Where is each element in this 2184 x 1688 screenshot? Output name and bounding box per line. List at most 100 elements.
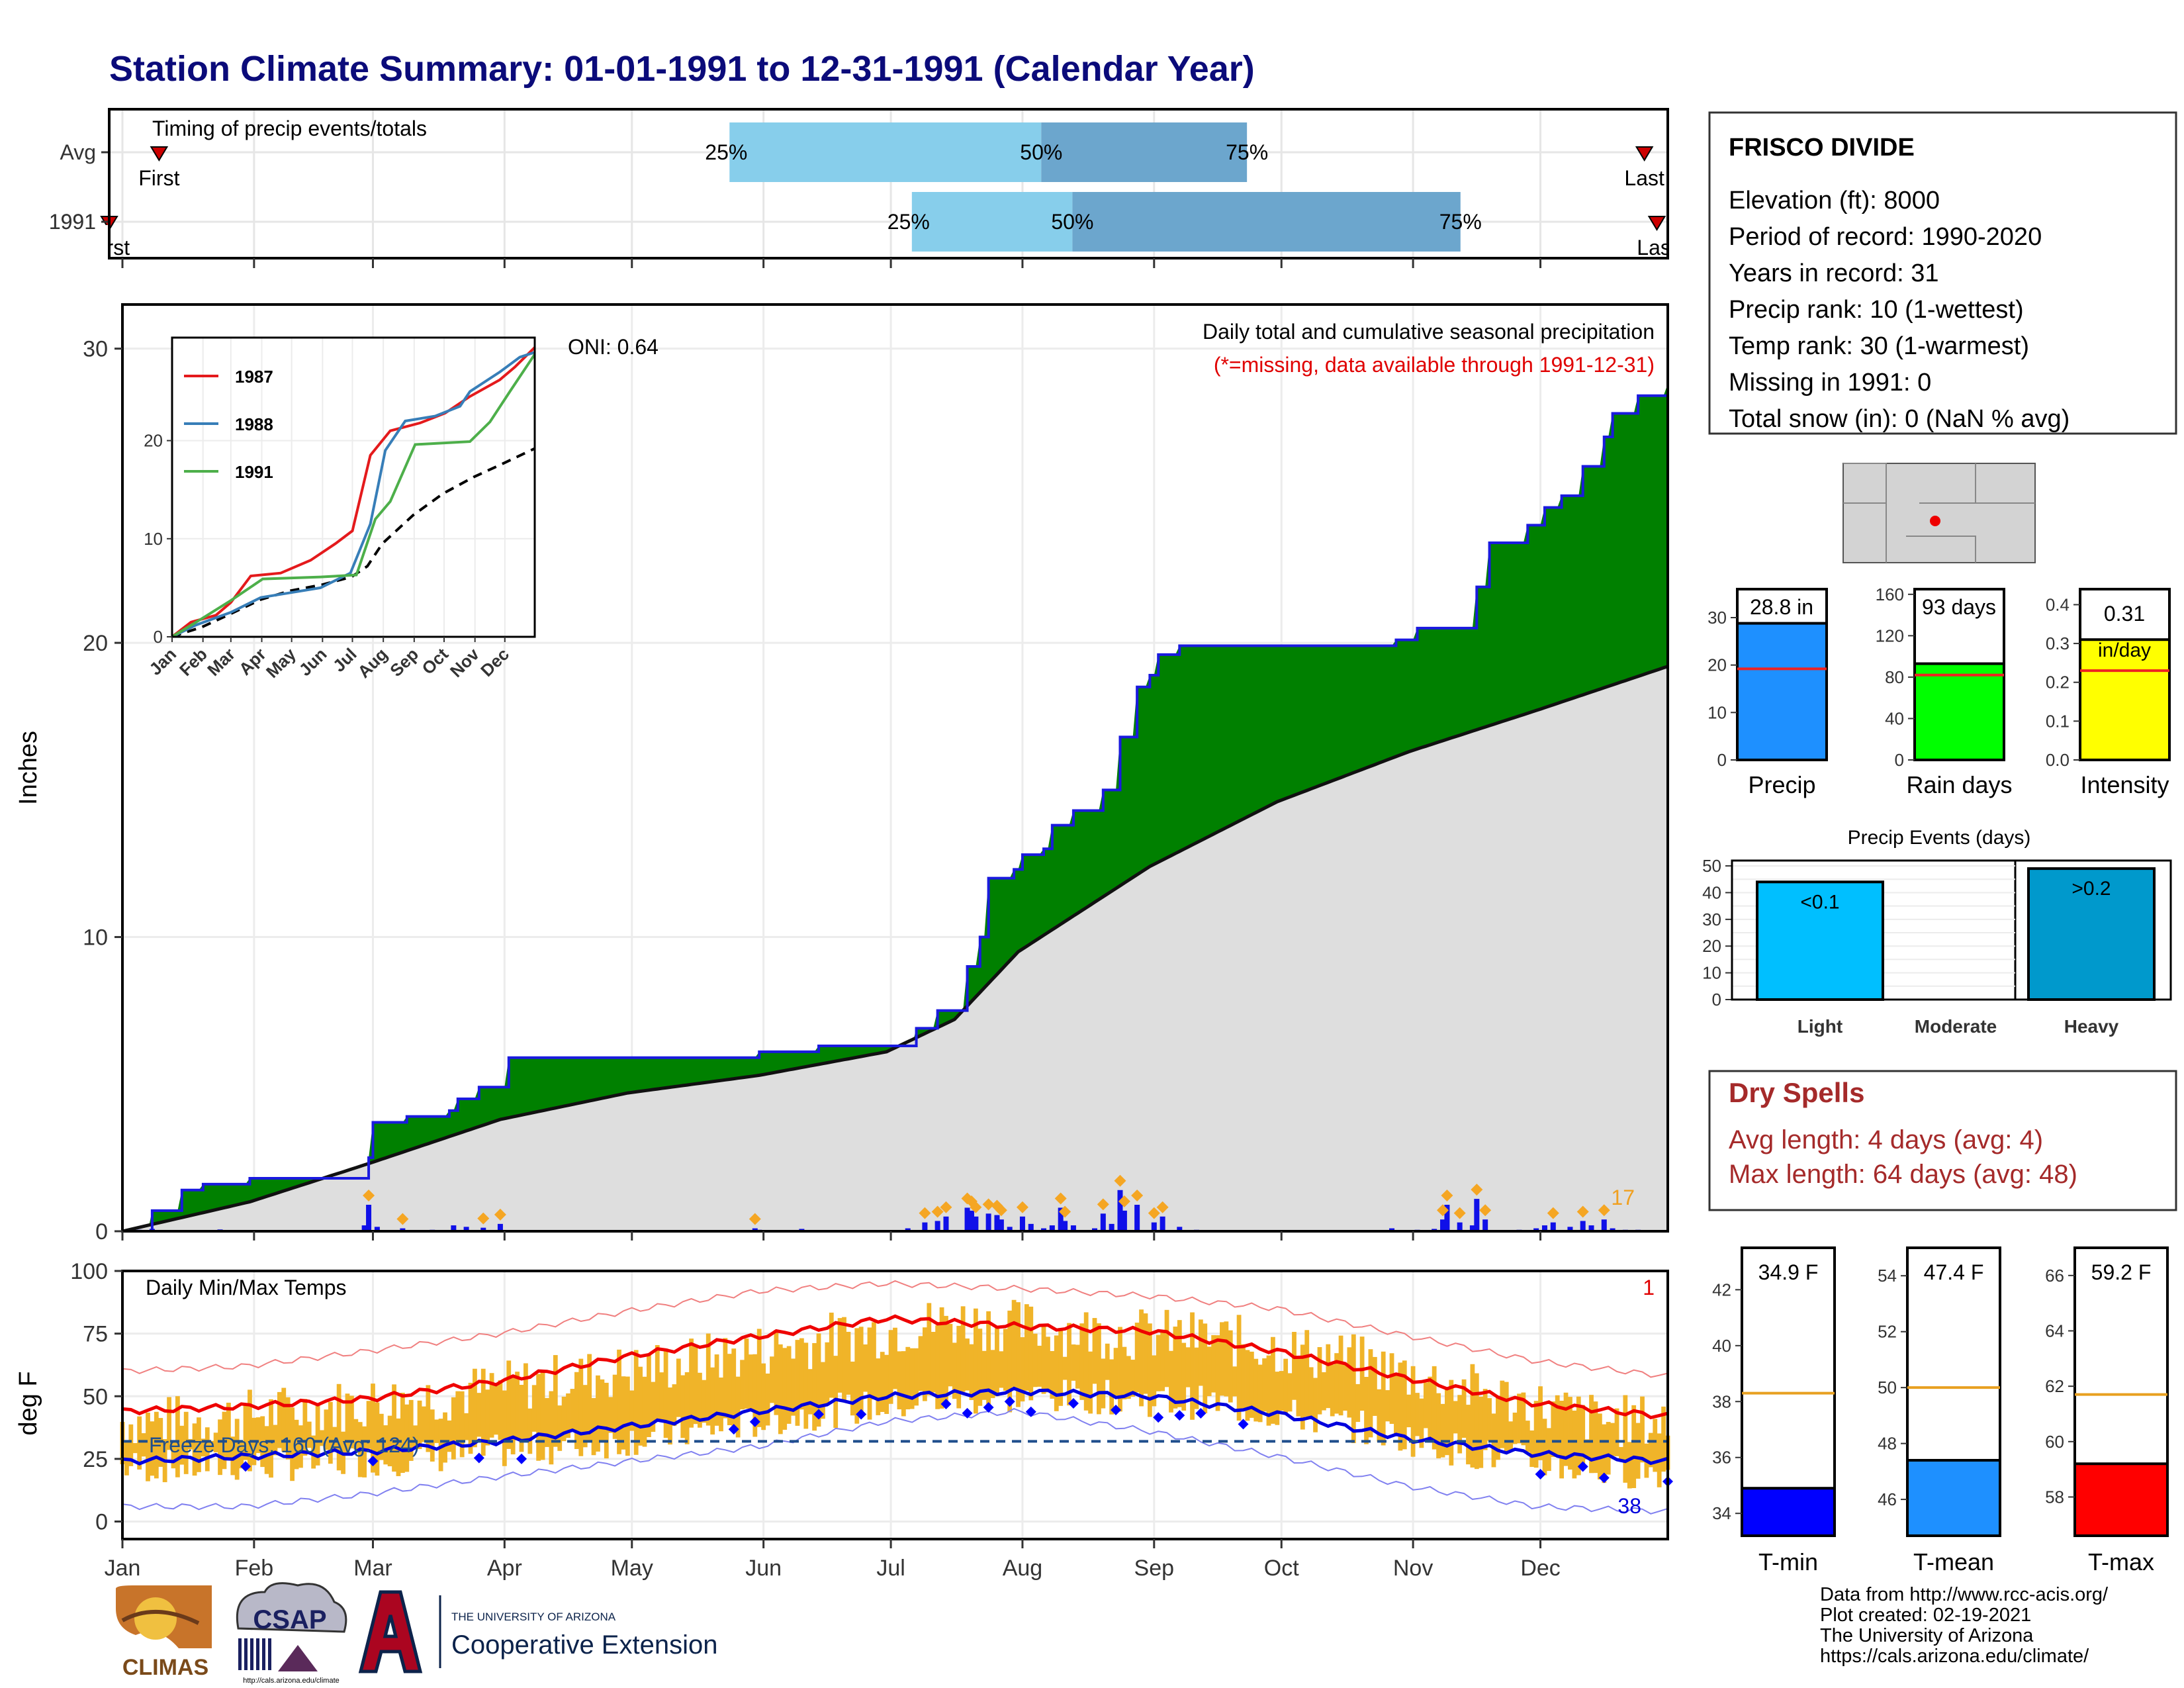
daily-temp-bar: [1381, 1351, 1386, 1446]
daily-temp-bar: [1164, 1309, 1169, 1387]
temp-summary-value-label: 59.2 F: [2091, 1260, 2152, 1284]
summary-bar-precip: [1736, 622, 1828, 761]
daily-precip-bar: [1121, 1210, 1127, 1231]
intensity-diamond: [1479, 1204, 1492, 1217]
daily-temp-bar: [1266, 1355, 1271, 1426]
freeze-days-label: Freeze Days: 160 (Avg: 124): [149, 1433, 420, 1457]
temp-summary-y-tick-label: 36: [1712, 1448, 1731, 1468]
daily-temp-bar: [1326, 1344, 1331, 1409]
daily-temp-bar: [1253, 1358, 1259, 1422]
inset-y-tick-label: 0: [154, 627, 163, 647]
daily-precip-bar: [1444, 1205, 1450, 1231]
record-low-diamond: [1153, 1412, 1164, 1423]
daily-temp-bar: [867, 1327, 872, 1420]
daily-temp-bar: [858, 1327, 864, 1413]
daily-temp-bar: [1300, 1344, 1305, 1430]
timing-row-name: Avg: [60, 140, 96, 164]
csap-logo-bar: [244, 1638, 248, 1670]
event-category-label: Moderate: [1915, 1016, 1997, 1037]
record-low-diamond: [1025, 1406, 1036, 1417]
daily-precip-bar: [922, 1222, 928, 1231]
daily-temp-bar: [756, 1329, 762, 1427]
daily-temp-bar: [1041, 1323, 1046, 1394]
daily-temp-bar: [897, 1351, 902, 1410]
daily-precip-bar: [1588, 1225, 1594, 1231]
temp-summary-y-tick-label: 38: [1712, 1391, 1731, 1411]
daily-temp-bar: [1568, 1397, 1572, 1470]
daily-temp-bar: [1092, 1318, 1097, 1384]
daily-temp-bar: [770, 1356, 774, 1403]
daily-temp-bar: [1584, 1439, 1590, 1460]
daily-temp-bar: [1304, 1330, 1310, 1417]
csap-logo-text: CSAP: [253, 1605, 326, 1634]
daily-temp-bar: [1181, 1342, 1187, 1411]
daily-temp-bar: [413, 1425, 418, 1449]
daily-temp-bar: [731, 1348, 737, 1430]
events-y-tick-label: 50: [1702, 856, 1721, 876]
daily-precip-bar: [361, 1225, 367, 1231]
daily-temp-bar: [1538, 1386, 1543, 1460]
daily-temp-bar: [269, 1399, 273, 1478]
daily-temp-bar: [1563, 1392, 1569, 1466]
daily-temp-bar: [489, 1373, 494, 1438]
timing-panel: Timing of precip events/totals 25% 50% 75% F…: [49, 106, 1709, 268]
daily-temp-bar: [705, 1333, 711, 1426]
daily-precip-bar: [905, 1228, 911, 1231]
record-low-diamond: [367, 1456, 379, 1467]
record-low-diamond: [1577, 1461, 1588, 1472]
daily-temp-bar: [154, 1411, 159, 1479]
daily-temp-bar: [689, 1338, 694, 1428]
temp-summary-value-label: 34.9 F: [1758, 1260, 1819, 1284]
daily-temp-bar: [281, 1387, 287, 1452]
climas-logo-sun: [134, 1597, 177, 1640]
summary-y-tick-label: 0.2: [2046, 673, 2070, 692]
daily-temp-bar: [774, 1330, 779, 1415]
daily-temp-bar: [825, 1342, 830, 1405]
daily-temp-bar: [1602, 1424, 1607, 1483]
daily-temp-bar: [1576, 1396, 1581, 1476]
daily-temp-bar: [1551, 1401, 1556, 1458]
station-info-line: Elevation (ft): 8000: [1729, 187, 1940, 214]
events-y-tick-label: 20: [1702, 936, 1721, 956]
temp-frame: [121, 1270, 1669, 1540]
csap-logo-bar: [238, 1638, 242, 1670]
csap-logo-cloud: [236, 1582, 347, 1633]
daily-temp-bar: [1113, 1348, 1118, 1396]
timing-row-name: 1991: [49, 210, 96, 234]
summary-y-tick-label: 80: [1885, 667, 1904, 687]
daily-temp-bar: [1105, 1343, 1110, 1380]
daily-temp-bar: [387, 1415, 392, 1467]
daily-temp-bar: [531, 1385, 537, 1432]
daily-temp-bar: [1610, 1423, 1615, 1456]
temp-y-tick-label: 0: [95, 1510, 108, 1535]
daily-temp-bar: [260, 1416, 265, 1468]
station-info-line: Period of record: 1990-2020: [1729, 223, 2042, 251]
daily-temp-bar: [1461, 1379, 1467, 1438]
intensity-diamond: [1598, 1204, 1610, 1217]
temp-y-axis-label: deg F: [15, 1371, 42, 1435]
month-label: Nov: [1393, 1556, 1433, 1581]
daily-temp-bar: [243, 1405, 248, 1460]
daily-temp-bar: [137, 1416, 142, 1470]
daily-temp-bar: [944, 1315, 948, 1402]
daily-temp-bar: [893, 1327, 897, 1389]
daily-temp-bar: [320, 1430, 324, 1446]
precip-y-axis-label: Inches: [15, 731, 42, 805]
daily-precip-bar: [1580, 1221, 1586, 1231]
daily-temp-bar: [1143, 1313, 1148, 1394]
daily-temp-bar: [1236, 1315, 1242, 1421]
daily-temp-bar: [1410, 1366, 1416, 1457]
temp-summary-y-tick-label: 50: [1878, 1378, 1897, 1397]
month-label: Dec: [1520, 1556, 1560, 1581]
daily-temp-bar: [468, 1382, 473, 1454]
daily-temp-bar: [201, 1438, 206, 1457]
daily-temp-bar: [799, 1338, 804, 1410]
daily-temp-bar: [443, 1412, 447, 1463]
daily-temp-bar: [277, 1391, 282, 1448]
daily-temp-bar: [621, 1376, 626, 1450]
daily-temp-bar: [498, 1380, 503, 1440]
daily-temp-bar: [969, 1344, 974, 1401]
daily-temp-bar: [1032, 1333, 1038, 1387]
daily-temp-bar: [655, 1344, 660, 1421]
dry-spells-max: Max length: 64 days (avg: 48): [1729, 1160, 2077, 1189]
